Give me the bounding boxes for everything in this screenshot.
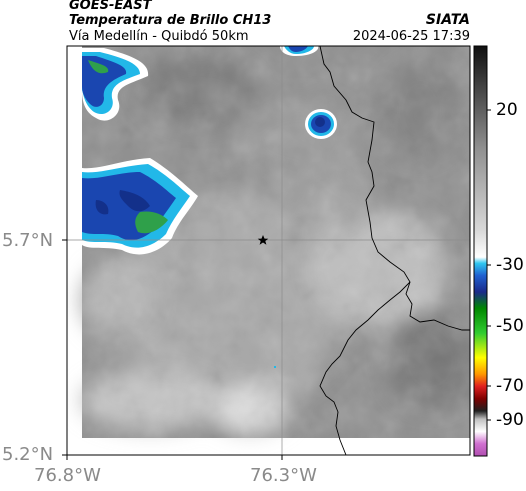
map-canvas xyxy=(67,46,470,455)
cold-cloud-small xyxy=(305,109,337,139)
cold-cloud-north xyxy=(280,46,319,56)
colorbar-label-20: 20 xyxy=(496,100,518,120)
cold-cloud-nw xyxy=(82,48,149,121)
satellite-name: GOES-EAST xyxy=(69,0,152,13)
coast-branch-border xyxy=(319,281,411,455)
cold-cloud-west xyxy=(82,158,198,255)
colorbar xyxy=(473,45,491,457)
star-icon xyxy=(257,235,269,245)
colorbar-label-neg30: -30 xyxy=(496,255,524,275)
colorbar-label-neg50: -50 xyxy=(496,316,524,336)
department-border xyxy=(319,46,470,331)
product-title: Temperatura de Brillo CH13 xyxy=(69,13,272,28)
region-subtitle: Vía Medellín - Quibdó 50km xyxy=(69,29,249,44)
agency-label: SIATA xyxy=(425,12,470,28)
lat-tick-5.2: 5.2°N xyxy=(2,444,54,465)
lon-tick-76.8: 76.8°W xyxy=(34,465,101,486)
colorbar-label-neg90: -90 xyxy=(496,410,524,430)
colorbar-label-neg70: -70 xyxy=(496,376,524,396)
lon-tick-76.3: 76.3°W xyxy=(250,465,317,486)
map-frame xyxy=(66,45,471,456)
timestamp-label: 2024-06-25 17:39 xyxy=(352,29,470,44)
lat-tick-5.7: 5.7°N xyxy=(2,230,54,251)
